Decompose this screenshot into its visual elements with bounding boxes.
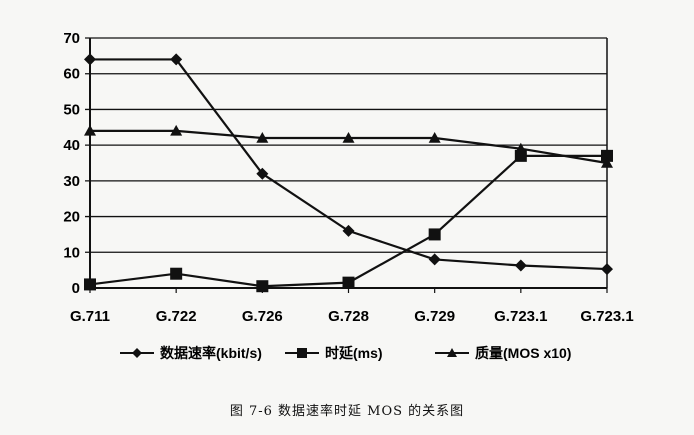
- legend-label: 质量(MOS x10): [475, 345, 571, 361]
- square-marker: [84, 278, 96, 291]
- square-marker: [256, 280, 269, 293]
- x-axis-ticks: G.711 G.722 G.726 G.728 G.729 G.723.1 G.723.1: [70, 288, 634, 325]
- x-tick-label: G.726: [242, 308, 283, 325]
- square-marker: [342, 276, 355, 289]
- diamond-marker: [170, 53, 183, 66]
- square-marker: [428, 228, 441, 241]
- axes: [89, 38, 608, 289]
- series-diamond: [84, 53, 613, 276]
- x-tick-label: G.723.1: [580, 308, 633, 325]
- x-tick-label: G.711: [70, 308, 110, 325]
- y-tick-label: 0: [72, 280, 80, 297]
- triangle-marker: [256, 132, 269, 143]
- triangle-marker: [170, 124, 183, 136]
- y-tick-label: 10: [63, 244, 80, 261]
- legend-item: 时延(ms): [285, 345, 383, 361]
- y-axis-ticks: 0 10 20 30 40 50 60 70: [63, 30, 80, 297]
- y-tick-label: 50: [63, 101, 80, 118]
- y-tick-label: 20: [63, 209, 80, 226]
- square-marker: [170, 267, 183, 280]
- y-tick-label: 40: [63, 137, 80, 154]
- legend-item: 质量(MOS x10): [435, 345, 571, 361]
- square-marker: [601, 149, 613, 162]
- diamond-marker: [514, 259, 527, 272]
- diamond-marker: [132, 348, 142, 358]
- triangle-marker: [428, 132, 441, 143]
- legend-label: 时延(ms): [325, 345, 383, 361]
- square-marker: [297, 348, 307, 358]
- triangle-marker: [514, 142, 527, 154]
- triangle-marker: [342, 132, 355, 143]
- diamond-marker: [601, 263, 613, 276]
- x-tick-label: G.723.1: [494, 308, 547, 325]
- y-tick-label: 30: [63, 173, 80, 190]
- triangle-marker: [84, 124, 96, 136]
- diamond-marker: [84, 53, 96, 66]
- triangle-marker: [447, 348, 457, 357]
- triangle-marker: [601, 157, 613, 168]
- diamond-marker: [256, 167, 269, 180]
- data-series: [84, 53, 613, 293]
- y-tick-label: 70: [63, 30, 80, 47]
- diamond-marker: [428, 253, 441, 266]
- y-tick-label: 60: [63, 66, 80, 83]
- legend-label: 数据速率(kbit/s): [160, 345, 262, 361]
- series-triangle: [84, 124, 613, 168]
- x-tick-label: G.722: [156, 308, 197, 325]
- diamond-marker: [342, 224, 355, 237]
- x-tick-label: G.729: [414, 308, 455, 325]
- x-tick-label: G.728: [328, 308, 369, 325]
- series-square: [84, 149, 613, 293]
- legend: 数据速率(kbit/s) 时延(ms) 质量(MOS x10): [120, 345, 571, 361]
- line-chart: 0 10 20 30 40 50 60 70 G.711 G.722 G.726 G.728 G.72…: [63, 30, 634, 361]
- legend-item: 数据速率(kbit/s): [120, 345, 262, 361]
- figure-caption: 图 7-6 数据速率时延 MOS 的关系图: [229, 404, 465, 419]
- grid-lines: [85, 37, 607, 289]
